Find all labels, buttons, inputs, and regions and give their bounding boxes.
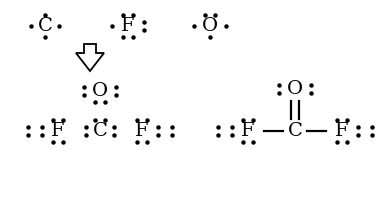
Text: C: C — [37, 17, 52, 35]
Text: C: C — [92, 122, 107, 140]
Text: F: F — [51, 122, 65, 140]
Text: O: O — [287, 80, 303, 98]
Text: O: O — [202, 17, 218, 35]
Text: F: F — [135, 122, 149, 140]
Text: F: F — [241, 122, 255, 140]
Text: O: O — [92, 82, 108, 100]
Text: F: F — [335, 122, 349, 140]
Text: F: F — [121, 17, 135, 35]
Text: C: C — [287, 122, 302, 140]
